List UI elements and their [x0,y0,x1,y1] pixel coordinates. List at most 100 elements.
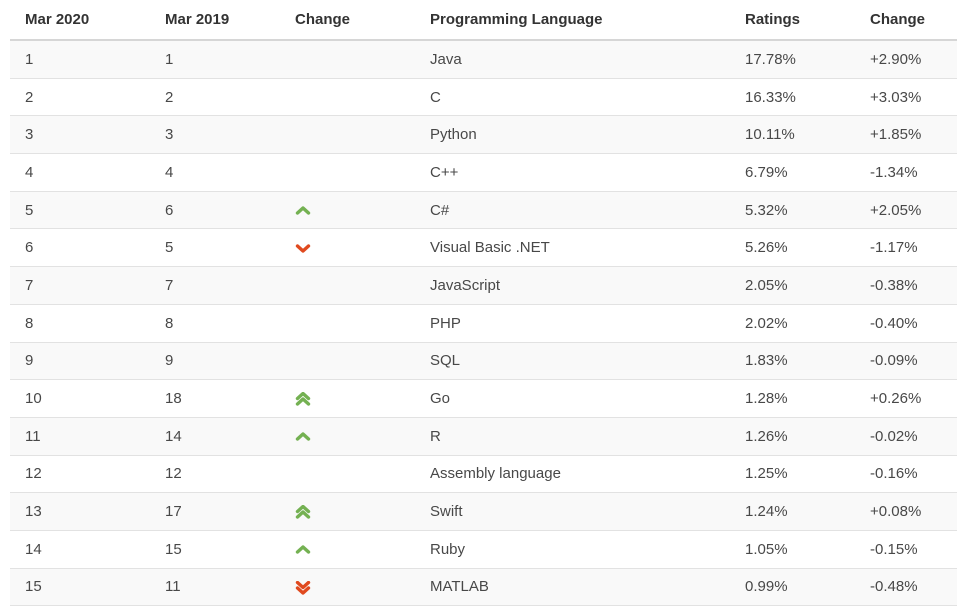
ratings-change-cell: +1.85% [855,115,957,155]
rank-2020-cell: 4 [10,153,150,192]
ratings-cell: 1.83% [730,342,855,381]
rank-2019-cell: 14 [150,417,280,456]
rank-change-cell [280,115,415,155]
rank-2019-cell: 7 [150,266,280,305]
rank-2019-cell: 17 [150,492,280,531]
column-header-rank-2020: Mar 2020 [10,0,150,41]
table-row: 1 1 Java 17.78% +2.90% [10,40,957,79]
rank-2019-cell: 3 [150,115,280,155]
rank-2020-cell: 2 [10,78,150,117]
rank-2019-cell: 12 [150,455,280,494]
language-cell: C [415,78,730,117]
language-cell: R [415,417,730,456]
ratings-change-cell: +2.05% [855,191,957,230]
ratings-cell: 2.02% [730,304,855,343]
ratings-cell: 1.26% [730,417,855,456]
ratings-cell: 1.24% [730,492,855,531]
ratings-cell: 5.32% [730,191,855,230]
language-cell: JavaScript [415,266,730,305]
ratings-change-cell: -0.40% [855,304,957,343]
rank-2019-cell: 11 [150,568,280,607]
rank-2020-cell: 5 [10,191,150,230]
table-header-row: Mar 2020 Mar 2019 Change Programming Lan… [10,0,957,41]
table-row: 6 5 Visual Basic .NET 5.26% -1.17% [10,228,957,268]
ratings-cell: 1.05% [730,530,855,569]
table-row: 2 2 C 16.33% +3.03% [10,78,957,117]
column-header-ratings: Ratings [730,0,855,41]
ratings-change-cell: -0.02% [855,417,957,456]
language-cell: Assembly language [415,455,730,494]
rank-change-cell [280,417,415,456]
ratings-cell: 10.11% [730,115,855,155]
rank-change-cell [280,379,415,418]
rank-change-cell [280,266,415,305]
table-row: 11 14 R 1.26% -0.02% [10,417,957,456]
table-row: 5 6 C# 5.32% +2.05% [10,191,957,230]
rank-2020-cell: 15 [10,568,150,607]
rank-change-cell [280,568,415,607]
rank-change-cell [280,455,415,494]
rank-2019-cell: 4 [150,153,280,192]
ratings-cell: 5.26% [730,228,855,268]
rank-change-cell [280,530,415,569]
rank-2019-cell: 1 [150,40,280,79]
rank-2020-cell: 3 [10,115,150,155]
trend-double-up-icon [295,504,311,519]
tiobe-index-table: Mar 2020 Mar 2019 Change Programming Lan… [10,0,957,607]
table-body: 1 1 Java 17.78% +2.90% 2 2 C 16.33% +3.03% 3 3 Pytho… [10,40,957,607]
language-cell: Go [415,379,730,418]
trend-down-icon [295,244,311,253]
ratings-change-cell: +0.08% [855,492,957,531]
rank-2020-cell: 8 [10,304,150,343]
ratings-change-cell: +2.90% [855,40,957,79]
rank-change-cell [280,492,415,531]
column-header-rank-change: Change [280,0,415,41]
ratings-cell: 17.78% [730,40,855,79]
rank-change-cell [280,153,415,192]
rank-change-cell [280,342,415,381]
rank-2020-cell: 11 [10,417,150,456]
ratings-cell: 0.99% [730,568,855,607]
rank-2020-cell: 10 [10,379,150,418]
table-row: 9 9 SQL 1.83% -0.09% [10,342,957,381]
rank-2020-cell: 13 [10,492,150,531]
table-row: 4 4 C++ 6.79% -1.34% [10,153,957,192]
language-cell: Visual Basic .NET [415,228,730,268]
table-row: 3 3 Python 10.11% +1.85% [10,115,957,155]
tiobe-index-table-container: Mar 2020 Mar 2019 Change Programming Lan… [10,0,957,607]
column-header-ratings-change: Change [855,0,957,41]
language-cell: Python [415,115,730,155]
ratings-cell: 2.05% [730,266,855,305]
ratings-change-cell: -0.48% [855,568,957,607]
rank-2020-cell: 7 [10,266,150,305]
table-row: 10 18 Go 1.28% +0.26% [10,379,957,418]
language-cell: C# [415,191,730,230]
table-row: 12 12 Assembly language 1.25% -0.16% [10,455,957,494]
ratings-change-cell: -1.17% [855,228,957,268]
language-cell: PHP [415,304,730,343]
language-cell: MATLAB [415,568,730,607]
ratings-cell: 1.25% [730,455,855,494]
column-header-language: Programming Language [415,0,730,41]
ratings-change-cell: -0.38% [855,266,957,305]
table-row: 13 17 Swift 1.24% +0.08% [10,492,957,531]
ratings-change-cell: -0.15% [855,530,957,569]
ratings-change-cell: -0.16% [855,455,957,494]
rank-2020-cell: 9 [10,342,150,381]
table-row: 15 11 MATLAB 0.99% -0.48% [10,568,957,607]
language-cell: Java [415,40,730,79]
table-header: Mar 2020 Mar 2019 Change Programming Lan… [10,0,957,41]
language-cell: Ruby [415,530,730,569]
trend-double-up-icon [295,391,311,406]
language-cell: C++ [415,153,730,192]
trend-up-icon [295,432,311,441]
rank-2019-cell: 9 [150,342,280,381]
rank-2019-cell: 5 [150,228,280,268]
rank-2020-cell: 12 [10,455,150,494]
ratings-change-cell: -1.34% [855,153,957,192]
ratings-cell: 1.28% [730,379,855,418]
rank-2019-cell: 8 [150,304,280,343]
trend-double-down-icon [295,580,311,595]
language-cell: Swift [415,492,730,531]
rank-change-cell [280,40,415,79]
